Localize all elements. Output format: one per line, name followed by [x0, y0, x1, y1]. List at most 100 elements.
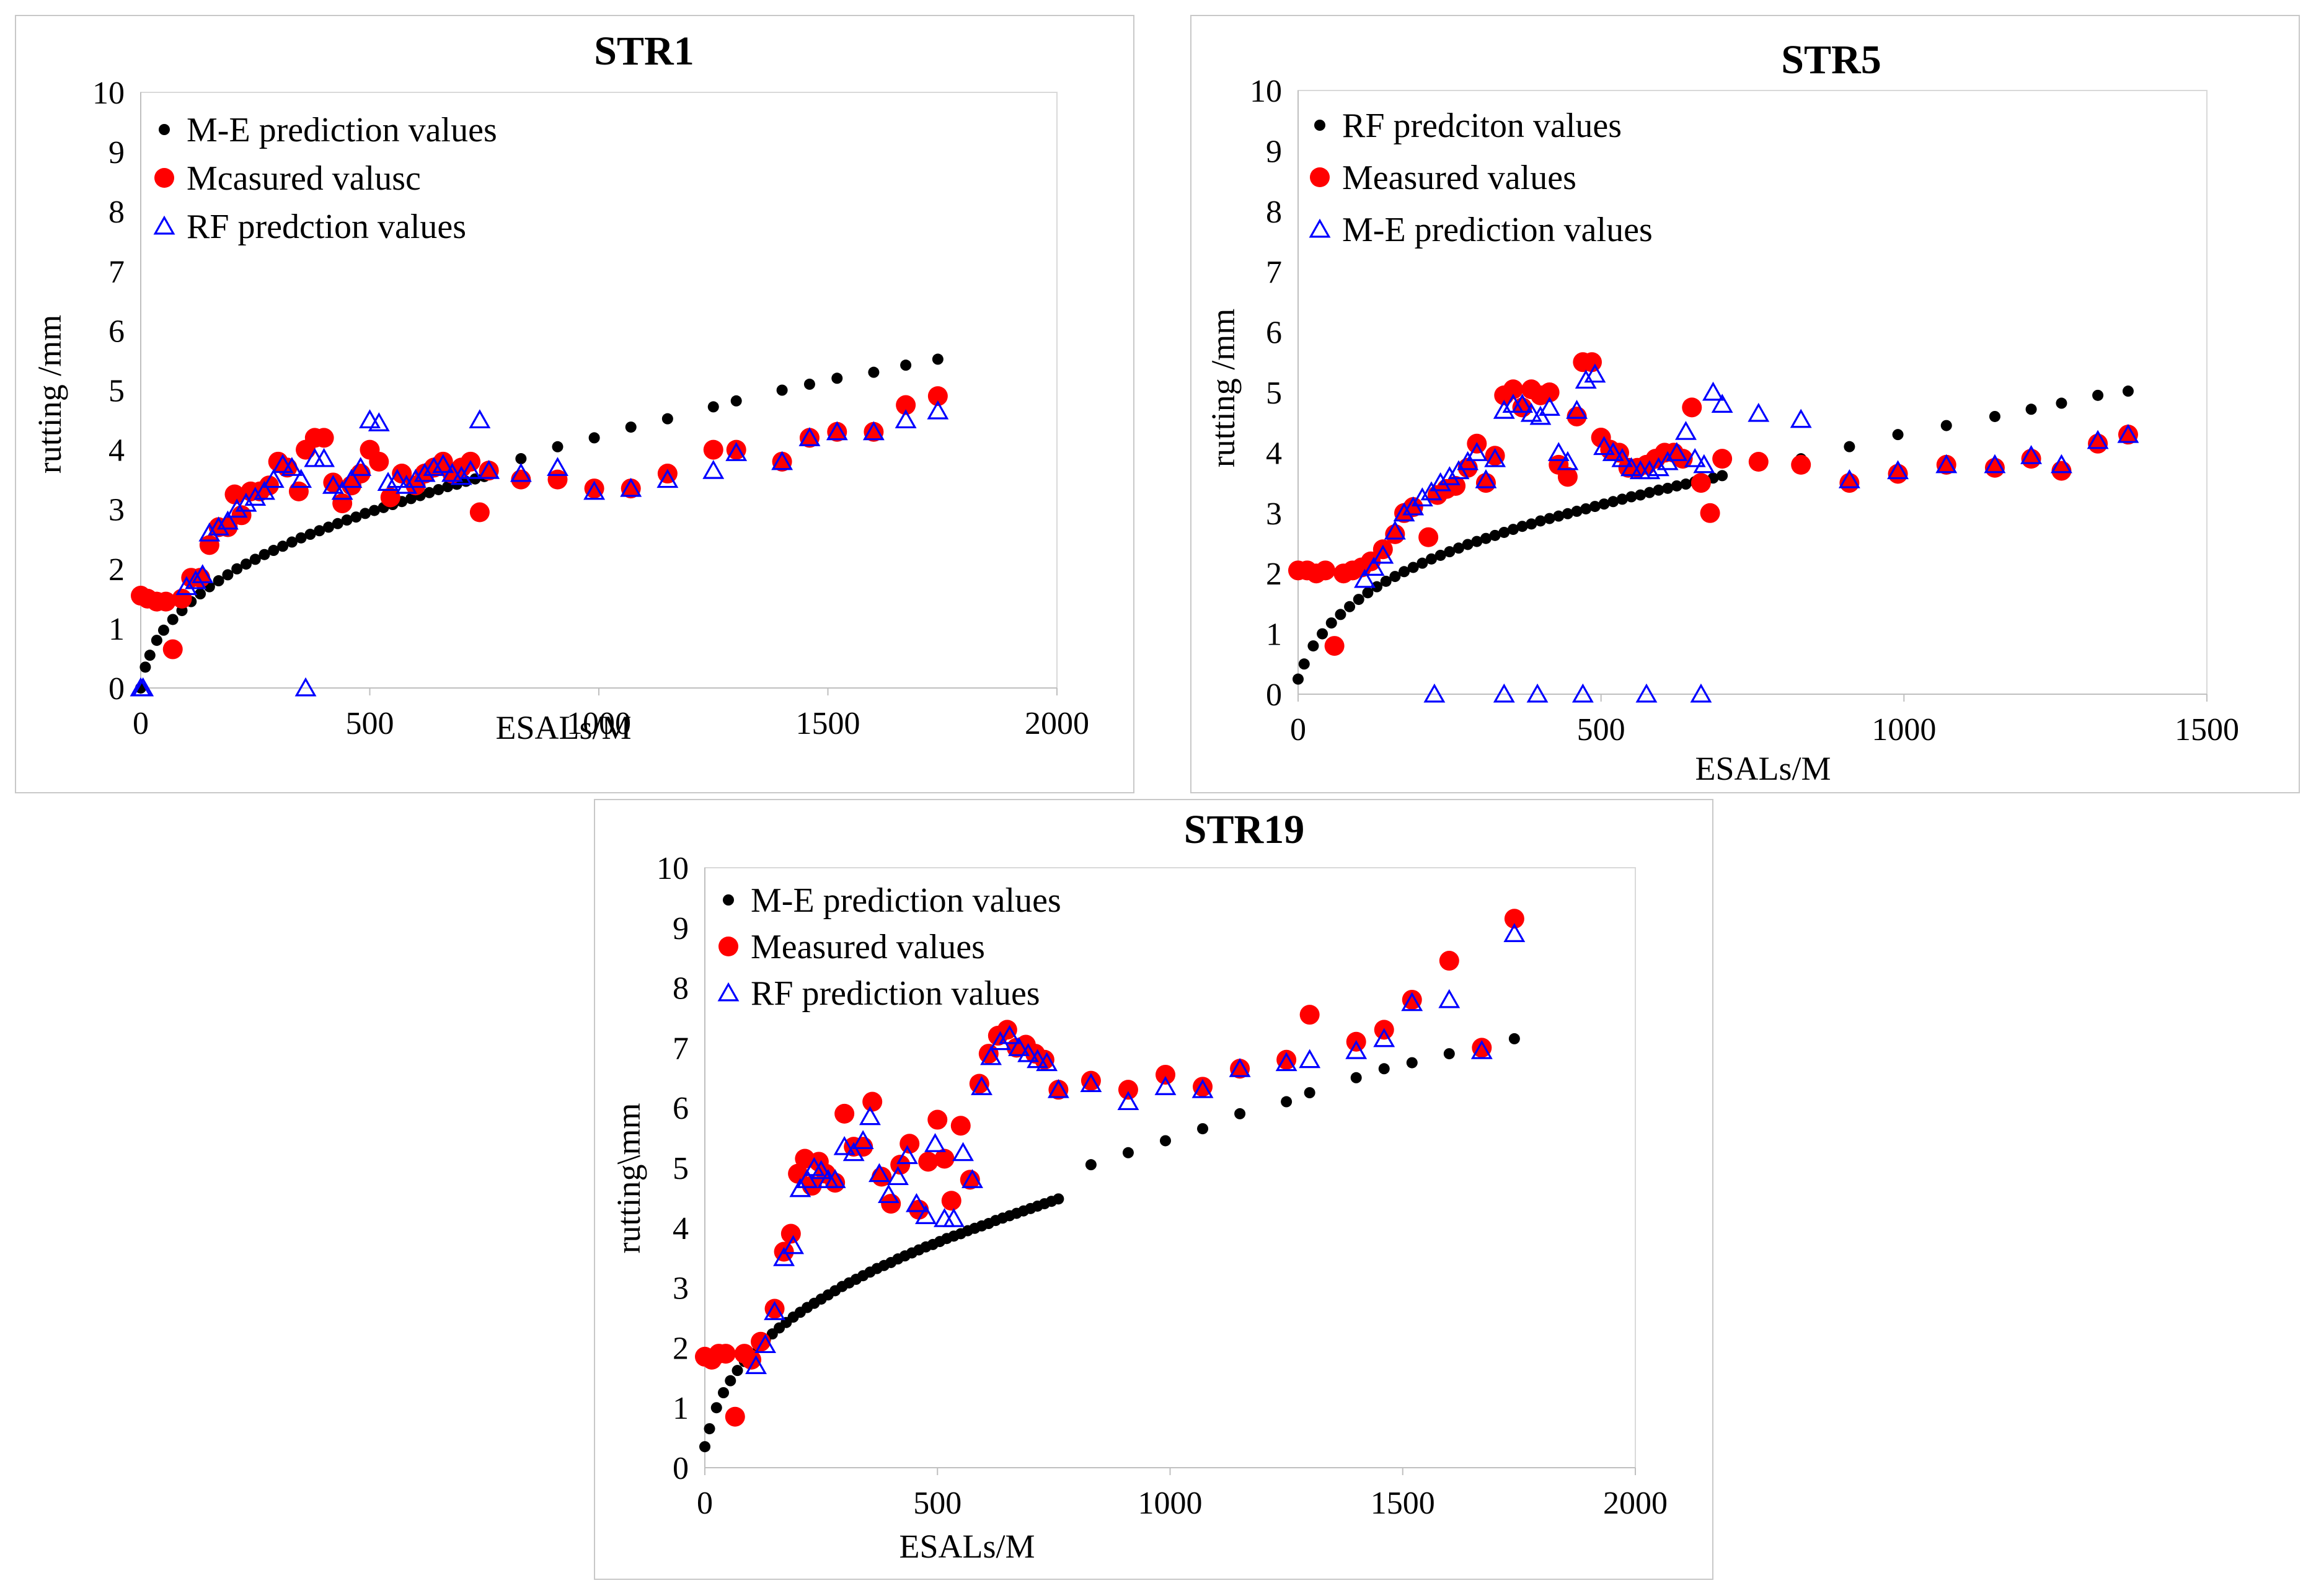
- data-point: [1625, 491, 1637, 503]
- data-point: [1656, 451, 1679, 470]
- data-point: [208, 516, 230, 536]
- data-point: [1470, 1039, 1493, 1059]
- x-tick-label: 1000: [1872, 712, 1936, 747]
- data-point: [764, 1301, 786, 1320]
- data-point: [213, 575, 224, 587]
- data-point: [167, 614, 179, 625]
- data-point: [1557, 467, 1578, 487]
- data-point: [1354, 568, 1376, 588]
- y-tick-label: 1: [1266, 617, 1282, 653]
- legend-label: Measured values: [751, 928, 985, 966]
- data-point: [782, 1235, 805, 1254]
- data-point: [198, 522, 221, 542]
- data-point: [1389, 571, 1401, 583]
- data-point: [588, 432, 600, 444]
- x-axis-label: ESALs/M: [899, 1528, 1035, 1565]
- data-point: [1887, 460, 1909, 480]
- data-point: [909, 1199, 929, 1220]
- data-point: [881, 1194, 901, 1214]
- data-point: [1452, 542, 1464, 554]
- y-tick-label: 9: [1266, 134, 1282, 169]
- legend-marker: [1309, 218, 1331, 238]
- data-point: [1539, 382, 1560, 402]
- x-tick-label: 0: [1290, 712, 1306, 747]
- data-point: [657, 464, 678, 484]
- data-point: [1526, 518, 1537, 530]
- data-point: [1406, 1057, 1418, 1069]
- data-point: [314, 525, 325, 537]
- data-point: [1048, 1080, 1069, 1100]
- data-point: [1080, 1073, 1102, 1092]
- data-point: [185, 570, 207, 589]
- data-point: [1504, 909, 1524, 929]
- data-point: [2050, 454, 2072, 474]
- y-axis-label: rutting /mm: [31, 315, 68, 474]
- chart-panel-str19: STR19 0 1 2 3 4 5 6 7 8 9 10 0 500 1000 1500 2000 M-E p…: [594, 799, 1713, 1580]
- plot-area: [1297, 90, 2208, 695]
- x-tick-label: 1500: [796, 706, 860, 741]
- y-tick-label: 2: [108, 552, 125, 588]
- chart-panel-str1: STR1 0 1 2 3 4 5 6 7 8 9 10 0 500 1000 1500 2000 M-E pr…: [15, 15, 1134, 793]
- data-point: [1401, 992, 1423, 1012]
- data-point: [1616, 493, 1628, 505]
- data-point: [1503, 379, 1523, 400]
- data-point: [699, 1441, 710, 1453]
- data-point: [896, 395, 916, 415]
- legend-label: RF predction values: [187, 208, 466, 246]
- x-tick-label: 500: [346, 706, 394, 741]
- data-point: [980, 1046, 1002, 1065]
- data-point: [621, 478, 641, 499]
- data-point: [915, 1205, 937, 1224]
- data-point: [1229, 1058, 1251, 1077]
- data-point: [322, 521, 334, 533]
- data-point: [887, 1166, 909, 1186]
- data-point: [842, 1142, 865, 1162]
- data-point: [1353, 594, 1364, 606]
- data-point: [1653, 484, 1664, 496]
- data-point: [2087, 430, 2109, 449]
- data-point: [1571, 683, 1594, 703]
- data-point: [1544, 513, 1555, 524]
- data-point: [999, 1025, 1021, 1044]
- data-point: [216, 510, 239, 530]
- data-point: [1417, 557, 1428, 569]
- data-point: [1372, 544, 1394, 564]
- data-point: [151, 635, 162, 646]
- data-point: [1443, 1048, 1455, 1060]
- data-point: [583, 480, 606, 500]
- data-point: [899, 1134, 920, 1154]
- data-point: [827, 421, 847, 442]
- data-point: [707, 401, 719, 413]
- data-point: [661, 413, 673, 425]
- data-point: [1584, 363, 1606, 383]
- data-point: [1017, 1043, 1040, 1062]
- data-point: [1935, 454, 1958, 474]
- data-point: [1299, 1049, 1321, 1069]
- data-point: [1197, 1123, 1209, 1135]
- data-point: [469, 502, 490, 522]
- data-point: [833, 1135, 855, 1155]
- data-point: [1191, 1078, 1214, 1098]
- data-point: [1307, 640, 1319, 652]
- data-point: [1434, 549, 1446, 561]
- series-circle: [695, 909, 1524, 1427]
- data-point: [1520, 402, 1542, 422]
- data-point: [359, 409, 381, 429]
- data-point: [132, 677, 154, 697]
- x-tick-label: 500: [1577, 712, 1625, 747]
- data-point: [1393, 502, 1415, 522]
- data-point: [924, 1133, 946, 1152]
- data-point: [927, 386, 948, 407]
- data-point: [1516, 521, 1528, 532]
- data-point: [1317, 628, 1328, 640]
- data-point: [890, 1155, 911, 1175]
- data-point: [745, 1355, 767, 1374]
- y-tick-label: 3: [1266, 496, 1282, 532]
- data-point: [368, 505, 380, 516]
- data-point: [864, 421, 884, 442]
- data-point: [423, 457, 445, 476]
- chart-str19: STR19 0 1 2 3 4 5 6 7 8 9 10 0 500 1000 1500 2000 M-E p…: [610, 807, 1668, 1565]
- data-point: [1036, 1052, 1058, 1072]
- data-point: [810, 1160, 833, 1179]
- data-point: [1748, 402, 1770, 422]
